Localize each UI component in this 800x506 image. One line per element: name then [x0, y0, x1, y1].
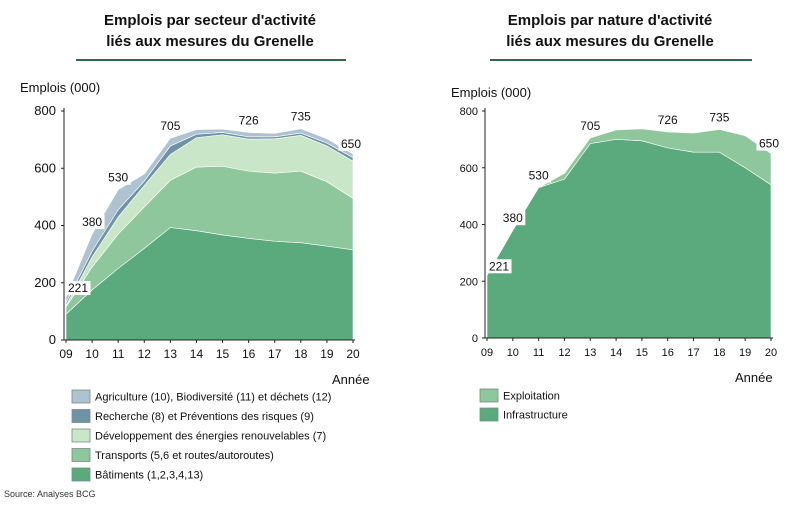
- sector-legend-swatch: [71, 428, 91, 443]
- sector-total-label-bg: [288, 109, 314, 124]
- sector-y-tick-label-200: 200: [34, 275, 56, 290]
- chart-title-nature: Emplois par nature d'activité liés aux m…: [460, 10, 760, 52]
- title-underline-left: [76, 59, 346, 61]
- nature-y-tick-label-600: 600: [460, 163, 478, 175]
- nature-x-tick-label-14: 14: [610, 347, 622, 359]
- nature-total-label-bg: [486, 259, 512, 274]
- chart-title-sector: Emplois par secteur d'activité liés aux …: [60, 10, 360, 52]
- sector-legend-swatch: [71, 409, 91, 423]
- sector-total-label-530: 530: [108, 171, 128, 185]
- title-underline-right: [490, 59, 752, 61]
- nature-total-label-221: 221: [489, 259, 509, 273]
- nature-x-tick-label-16: 16: [662, 347, 674, 359]
- sector-total-label-bg: [157, 119, 183, 134]
- nature-x-tick-label-11: 11: [533, 347, 544, 359]
- sector-y-tick-label-0: 0: [49, 332, 56, 347]
- sector-x-tick-label-10: 10: [85, 347, 99, 361]
- chart-title-nature-line1: Emplois par nature d'activité: [507, 12, 713, 29]
- nature-total-label-bg: [756, 136, 782, 151]
- nature-x-tick-label-12: 12: [558, 347, 570, 359]
- sector-total-label-705: 705: [160, 119, 180, 133]
- sector-legend-label: Recherche (8) et Préventions des risques…: [95, 411, 314, 423]
- sector-legend-label: Agriculture (10), Biodiversité (11) et d…: [95, 392, 331, 404]
- sector-legend-label: Transports (5,6 et routes/autoroutes): [95, 450, 274, 462]
- nature-x-tick-label-13: 13: [584, 347, 596, 359]
- sector-x-tick-label-20: 20: [346, 347, 360, 361]
- nature-y-tick-label-200: 200: [460, 276, 478, 288]
- nature-x-tick-label-18: 18: [713, 347, 725, 359]
- nature-x-tick-label-20: 20: [765, 347, 777, 359]
- sector-total-label-bg: [105, 170, 131, 185]
- nature-total-label-726: 726: [658, 113, 678, 127]
- nature-legend-label: Exploitation: [503, 391, 560, 403]
- nature-total-label-380: 380: [503, 211, 523, 225]
- sector-y-axis-label: Emplois (000): [20, 80, 100, 95]
- sector-x-tick-label-18: 18: [294, 347, 308, 361]
- sector-x-tick-label-12: 12: [138, 347, 152, 361]
- nature-y-tick-label-800: 800: [460, 106, 478, 118]
- chart-title-nature-line2: liés aux mesures du Grenelle: [506, 33, 714, 50]
- nature-total-label-bg: [706, 110, 732, 125]
- nature-y-tick-label-400: 400: [460, 220, 478, 232]
- sector-area-agriculture: [65, 128, 354, 303]
- sector-x-tick-label-19: 19: [320, 347, 334, 361]
- nature-total-label-650: 650: [759, 137, 779, 151]
- nature-x-tick-label-15: 15: [636, 347, 648, 359]
- nature-total-label-bg: [500, 211, 526, 226]
- nature-total-label-bg: [526, 168, 552, 183]
- sector-y-tick-label-800: 800: [34, 103, 56, 118]
- nature-x-tick-label-19: 19: [739, 347, 751, 359]
- sector-y-tick-label-600: 600: [34, 160, 56, 175]
- nature-x-axis-label: Année: [735, 370, 773, 385]
- sector-legend-swatch: [71, 448, 91, 462]
- sector-x-tick-label-17: 17: [268, 347, 282, 361]
- sector-x-tick-label-14: 14: [190, 347, 204, 361]
- chart-title-sector-line1: Emplois par secteur d'activité: [104, 12, 316, 29]
- nature-legend-swatch: [479, 407, 499, 422]
- nature-y-tick-label-0: 0: [472, 333, 478, 345]
- nature-y-axis-label: Emplois (000): [451, 85, 531, 100]
- nature-x-tick-label-09: 09: [481, 347, 493, 359]
- nature-total-label-705: 705: [580, 119, 600, 133]
- nature-total-label-530: 530: [529, 169, 549, 183]
- sector-total-label-bg: [236, 113, 262, 128]
- nature-total-label-bg: [577, 118, 603, 133]
- sector-total-label-650: 650: [341, 137, 361, 151]
- nature-x-tick-label-17: 17: [687, 347, 699, 359]
- sector-x-tick-label-15: 15: [216, 347, 230, 361]
- sector-total-label-221: 221: [68, 281, 88, 295]
- nature-total-label-bg: [655, 112, 681, 127]
- sector-legend-label: Développement des énergies renouvelables…: [95, 431, 326, 443]
- sector-x-tick-label-16: 16: [242, 347, 256, 361]
- sector-legend-swatch: [71, 389, 91, 404]
- sector-legend-swatch: [71, 467, 91, 482]
- sector-total-label-726: 726: [239, 113, 259, 127]
- sector-x-tick-label-09: 09: [59, 347, 73, 361]
- nature-total-label-735: 735: [709, 110, 729, 124]
- nature-legend-swatch: [479, 388, 499, 403]
- sector-total-label-735: 735: [291, 110, 311, 124]
- sector-total-label-bg: [65, 281, 91, 296]
- sector-x-tick-label-13: 13: [164, 347, 178, 361]
- source-note: Source: Analyses BCG: [4, 489, 96, 499]
- sector-total-label-bg: [79, 215, 105, 230]
- nature-x-tick-label-10: 10: [507, 347, 519, 359]
- nature-area-exploitation: [486, 128, 772, 276]
- nature-legend-label: Infrastructure: [503, 410, 568, 422]
- sector-legend-label: Bâtiments (1,2,3,4,13): [95, 470, 203, 482]
- chart-title-sector-line2: liés aux mesures du Grenelle: [106, 33, 314, 50]
- sector-y-tick-label-400: 400: [34, 218, 56, 233]
- sector-x-tick-label-11: 11: [112, 347, 125, 361]
- sector-x-axis-label: Année: [332, 372, 370, 387]
- sector-total-label-380: 380: [82, 215, 102, 229]
- sector-total-label-bg: [338, 136, 364, 151]
